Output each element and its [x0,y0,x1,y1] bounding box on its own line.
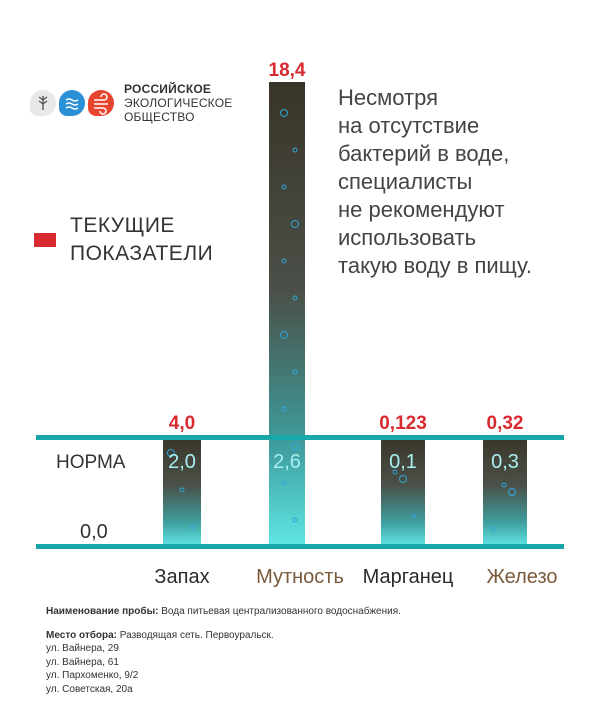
bubble-decoration [281,480,287,486]
norm-value-label: 2,0 [168,451,196,473]
sample-name-label: Наименование пробы: [46,606,159,617]
legend-label: ТЕКУЩИЕ ПОКАЗАТЕЛИ [70,214,214,265]
address-item: ул. Пархоменко, 9/2 [46,670,139,681]
logo-text: РОССИЙСКОЕ ЭКОЛОГИЧЕСКОЕ ОБЩЕСТВО [124,82,232,124]
bubble-decoration [291,442,299,450]
norm-value-label: 0,3 [491,451,519,473]
logo-icons [30,90,114,116]
logo-line-3: ОБЩЕСТВО [124,110,195,124]
category-label: Запах [154,566,209,588]
air-icon [88,90,114,116]
baseline [36,544,564,549]
legend-swatch [34,233,56,247]
bar-4 [483,435,527,546]
bubble-decoration [291,220,299,228]
norm-value-label: 0,1 [389,451,417,473]
current-value-label: 0,32 [487,413,524,434]
bubble-decoration [179,487,185,493]
sample-name-value: Вода питьевая централизованного водоснаб… [158,606,401,617]
logo-line-1: РОССИЙСКОЕ [124,82,212,96]
legend: ТЕКУЩИЕ ПОКАЗАТЕЛИ [34,212,213,268]
sample-place-label: Место отбора: [46,629,118,641]
bubble-decoration [167,449,175,457]
bubble-decoration [281,406,287,412]
sample-place-row: Место отбора: Разводящая сеть. Первоурал… [46,629,401,643]
category-label: Мутность [256,566,344,588]
bubble-decoration [281,184,287,190]
address-item: ул. Советская, 20а [46,683,133,695]
water-icon [59,90,85,116]
sample-place-value: Разводящая сеть. Первоуральск. [117,629,274,641]
bar-3 [381,435,425,546]
bubble-decoration [281,258,287,264]
category-label: Железо [486,566,557,588]
current-value-label: 18,4 [269,60,306,81]
note-text: Несмотря на отсутствие бактерий в воде, … [338,85,532,278]
address-item: ул. Вайнера, 61 [46,656,119,668]
bubble-decoration [490,526,496,532]
current-value-label: 0,123 [379,413,427,434]
category-label: Марганец [363,566,454,588]
address-item: ул. Вайнера, 29 [46,643,119,654]
logo: РОССИЙСКОЕ ЭКОЛОГИЧЕСКОЕ ОБЩЕСТВО [30,82,232,124]
bubble-decoration [292,369,298,375]
bubble-decoration [280,331,288,339]
bubble-decoration [501,482,507,488]
current-value-label: 4,0 [169,413,195,434]
zero-label: 0,0 [80,521,108,543]
tree-icon [30,90,56,116]
bar-2 [269,82,305,546]
bubble-decoration [280,109,288,117]
norm-line-label: НОРМА [56,452,126,473]
sample-info: Наименование пробы: Вода питьевая центра… [46,605,401,696]
bubble-decoration [411,513,417,519]
bubble-decoration [508,488,516,496]
norm-value-label: 2,6 [273,451,301,473]
bubble-decoration [292,147,298,153]
norm-line [36,435,564,440]
sample-name-row: Наименование пробы: Вода питьевая центра… [46,605,401,619]
logo-line-2: ЭКОЛОГИЧЕСКОЕ [124,96,233,110]
bubble-decoration [392,469,398,475]
bubble-decoration [190,524,196,530]
bubble-decoration [292,517,298,523]
bar-chart: 4,0 2,0 Запах 18,4 2,6 Мутность 0,123 0,1 Марган… [36,60,564,588]
bubble-decoration [399,475,407,483]
bubble-decoration [292,295,298,301]
